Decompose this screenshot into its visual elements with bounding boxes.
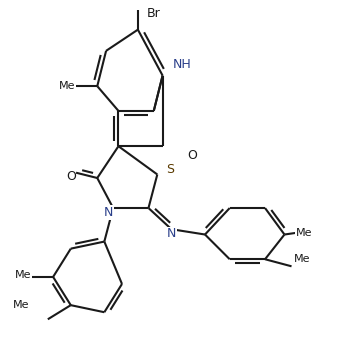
Text: N: N — [167, 227, 176, 240]
Text: Me: Me — [15, 270, 31, 280]
Text: Br: Br — [147, 7, 161, 20]
Text: Me: Me — [294, 254, 310, 264]
Text: O: O — [66, 170, 76, 183]
Text: Me: Me — [59, 81, 75, 91]
Text: O: O — [188, 148, 197, 162]
Text: N: N — [104, 206, 113, 219]
Text: NH: NH — [173, 58, 191, 72]
Text: S: S — [166, 163, 174, 176]
Text: Me: Me — [13, 300, 30, 310]
Text: Me: Me — [296, 228, 312, 238]
